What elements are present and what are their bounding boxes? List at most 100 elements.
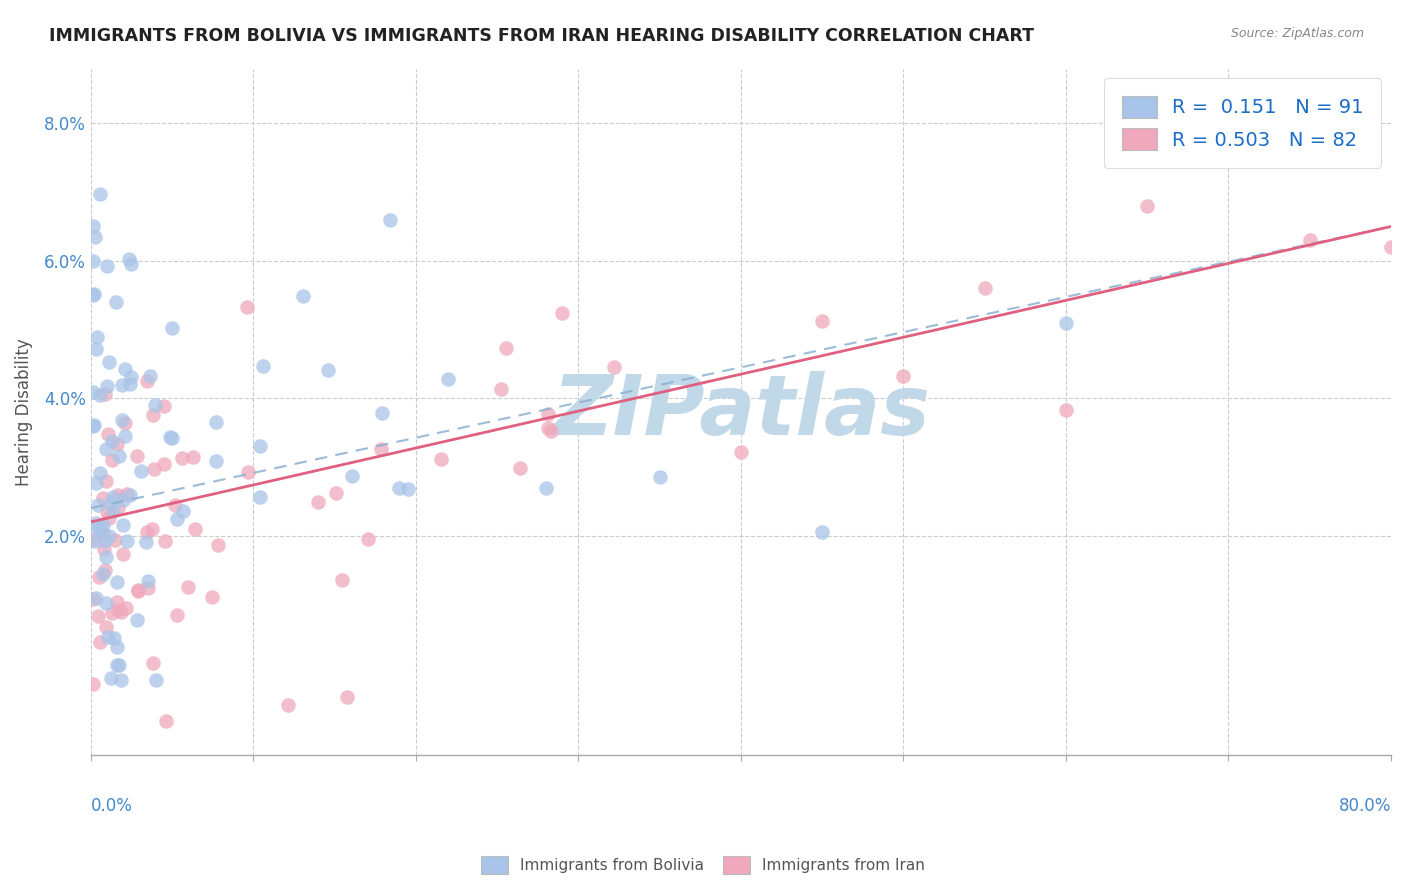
Point [277, 698, 299, 713]
Point [136, 574, 159, 588]
Point [82, 253, 104, 268]
Point [121, 370, 143, 384]
Point [94, 534, 117, 549]
Point [94, 563, 117, 577]
Point [84, 230, 107, 244]
Point [648, 470, 671, 484]
Point [103, 632, 125, 646]
Point [115, 487, 138, 501]
Point [105, 640, 128, 654]
Point [159, 430, 181, 444]
Point [111, 377, 134, 392]
Point [141, 522, 163, 536]
Point [115, 533, 138, 548]
Point [291, 289, 314, 303]
Point [357, 532, 380, 546]
Point [316, 362, 339, 376]
Point [89, 635, 111, 649]
Point [84, 342, 107, 356]
Point [495, 341, 517, 355]
Point [115, 600, 138, 615]
Point [101, 491, 124, 505]
Point [83, 287, 105, 301]
Point [204, 415, 226, 429]
Point [396, 482, 419, 496]
Point [100, 452, 122, 467]
Point [537, 407, 560, 421]
Point [110, 673, 132, 687]
Point [162, 320, 184, 334]
Point [153, 399, 176, 413]
Text: 80.0%: 80.0% [1339, 797, 1391, 814]
Legend: R =  0.151   N = 91, R = 0.503   N = 82: R = 0.151 N = 91, R = 0.503 N = 82 [1104, 78, 1381, 168]
Point [87, 498, 110, 512]
Point [89, 467, 111, 481]
Point [105, 595, 128, 609]
Point [96, 549, 118, 564]
Point [172, 503, 194, 517]
Point [104, 533, 127, 548]
Point [139, 369, 162, 384]
Point [155, 714, 177, 728]
Point [84, 591, 107, 605]
Point [1299, 95, 1322, 110]
Legend: Immigrants from Bolivia, Immigrants from Iran: Immigrants from Bolivia, Immigrants from… [475, 850, 931, 880]
Point [120, 488, 142, 502]
Point [127, 583, 149, 598]
Point [108, 658, 131, 673]
Point [249, 439, 271, 453]
Point [82, 385, 104, 400]
Point [86, 521, 108, 535]
Point [136, 581, 159, 595]
Point [811, 525, 834, 540]
Point [325, 485, 347, 500]
Point [152, 457, 174, 471]
Point [534, 481, 557, 495]
Point [811, 314, 834, 328]
Point [94, 474, 117, 488]
Point [141, 657, 163, 671]
Point [163, 499, 186, 513]
Point [153, 533, 176, 548]
Point [114, 416, 136, 430]
Point [93, 541, 115, 556]
Point [120, 256, 142, 270]
Point [105, 575, 128, 590]
Point [145, 673, 167, 687]
Point [94, 387, 117, 401]
Point [370, 406, 392, 420]
Point [96, 442, 118, 456]
Point [236, 300, 259, 314]
Point [87, 609, 110, 624]
Point [129, 464, 152, 478]
Point [101, 504, 124, 518]
Point [100, 434, 122, 449]
Point [201, 590, 224, 604]
Point [84, 534, 107, 549]
Point [89, 387, 111, 401]
Point [107, 603, 129, 617]
Point [429, 452, 451, 467]
Point [111, 412, 134, 426]
Point [91, 517, 114, 532]
Point [82, 532, 104, 546]
Y-axis label: Hearing Disability: Hearing Disability [15, 338, 32, 486]
Point [94, 596, 117, 610]
Point [118, 252, 141, 267]
Point [107, 488, 129, 502]
Point [125, 449, 148, 463]
Text: 0.0%: 0.0% [91, 797, 132, 814]
Point [105, 437, 128, 451]
Point [84, 476, 107, 491]
Point [388, 481, 411, 495]
Point [105, 658, 128, 673]
Point [97, 427, 120, 442]
Point [973, 281, 995, 295]
Point [1054, 316, 1077, 330]
Point [238, 465, 260, 479]
Point [82, 677, 104, 691]
Point [370, 442, 392, 457]
Point [111, 492, 134, 507]
Point [100, 671, 122, 685]
Point [125, 613, 148, 627]
